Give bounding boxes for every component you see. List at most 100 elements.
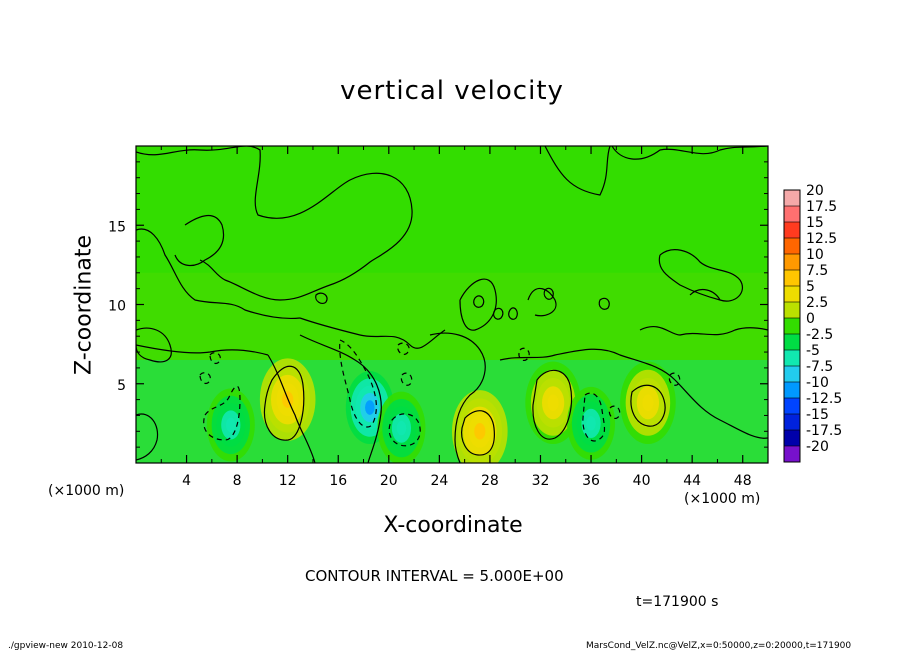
colorbar-label-3: 12.5 bbox=[806, 231, 837, 247]
colorbar-swatch-15 bbox=[784, 430, 800, 447]
heatmap-field bbox=[136, 146, 768, 463]
contour-solid-4 bbox=[174, 215, 225, 266]
contour-dashed-0 bbox=[203, 385, 241, 441]
contour-dashed-9 bbox=[668, 372, 681, 386]
contour-dashed-8 bbox=[518, 347, 530, 362]
colorbar-label-0: 20 bbox=[806, 183, 824, 199]
field-downdraft-7-ring-4 bbox=[586, 416, 596, 431]
colorbar-label-7: 2.5 bbox=[806, 295, 828, 311]
field-updraft-3-ring-4 bbox=[642, 394, 654, 412]
contour-solid-3 bbox=[136, 228, 301, 320]
footer-left: ./gpview-new 2010-12-08 bbox=[8, 641, 124, 651]
y-tick-label-2: 15 bbox=[108, 219, 126, 235]
field-mid-band bbox=[136, 272, 768, 360]
contour-solid-10 bbox=[658, 249, 743, 302]
x-tick-label-10: 44 bbox=[683, 473, 701, 489]
colorbar-label-11: -7.5 bbox=[806, 359, 833, 375]
contour-interval-label: CONTOUR INTERVAL = 5.000E+00 bbox=[305, 567, 564, 585]
x-tick-label-7: 32 bbox=[532, 473, 550, 489]
contour-solid-16 bbox=[136, 413, 159, 461]
field-updraft-2-ring-4 bbox=[547, 394, 559, 412]
contour-solid-23 bbox=[492, 307, 504, 320]
colorbar-swatch-5 bbox=[784, 270, 800, 287]
colorbar-label-9: -2.5 bbox=[806, 327, 833, 343]
contour-dashed-5 bbox=[199, 372, 211, 385]
contour-solid-9 bbox=[639, 325, 768, 336]
x-tick-label-5: 24 bbox=[430, 473, 448, 489]
colorbar-label-13: -12.5 bbox=[806, 391, 842, 407]
x-tick-label-9: 40 bbox=[633, 473, 651, 489]
contour-solid-11 bbox=[689, 288, 721, 301]
x-tick-label-4: 20 bbox=[380, 473, 398, 489]
contour-solid-21 bbox=[630, 384, 666, 427]
contour-solid-8 bbox=[527, 287, 557, 317]
colorbar-label-1: 17.5 bbox=[806, 199, 837, 215]
contour-solid-1 bbox=[544, 146, 611, 196]
x-tick-label-8: 36 bbox=[582, 473, 600, 489]
colorbar-swatch-4 bbox=[784, 254, 800, 271]
contour-dashed-10 bbox=[608, 405, 621, 420]
contour-solid-25 bbox=[543, 287, 554, 300]
colorbar: 2017.51512.5107.552.50-2.5-5-7.5-10-12.5… bbox=[783, 183, 842, 463]
colorbar-swatch-8 bbox=[784, 318, 800, 335]
colorbar-swatch-12 bbox=[784, 382, 800, 399]
y-axis-unit-label: (×1000 m) bbox=[48, 483, 125, 499]
field-downdraft-5-ring-4 bbox=[365, 400, 375, 415]
x-tick-label-3: 16 bbox=[329, 473, 347, 489]
colorbar-label-8: 0 bbox=[806, 311, 815, 327]
x-tick-label-0: 4 bbox=[182, 473, 191, 489]
time-label: t=171900 s bbox=[636, 594, 719, 610]
contour-solid-19 bbox=[461, 410, 495, 456]
x-axis-unit-label: (×1000 m) bbox=[684, 491, 761, 507]
y-tick-label-0: 5 bbox=[117, 378, 126, 394]
colorbar-swatch-13 bbox=[784, 398, 800, 415]
contour-solid-20 bbox=[532, 369, 573, 440]
x-tick-label-6: 28 bbox=[481, 473, 499, 489]
contour-solid-17 bbox=[267, 354, 316, 463]
contour-solid-14 bbox=[429, 332, 486, 463]
colorbar-swatch-3 bbox=[784, 238, 800, 255]
contour-dashed-2 bbox=[388, 413, 421, 447]
colorbar-swatch-0 bbox=[784, 190, 800, 207]
colorbar-label-4: 10 bbox=[806, 247, 824, 263]
x-tick-label-11: 48 bbox=[734, 473, 752, 489]
contour-solid-22 bbox=[315, 292, 328, 305]
colorbar-label-5: 7.5 bbox=[806, 263, 828, 279]
colorbar-label-10: -5 bbox=[806, 343, 820, 359]
colorbar-label-14: -15 bbox=[806, 407, 829, 423]
colorbar-swatch-14 bbox=[784, 414, 800, 431]
colorbar-swatch-9 bbox=[784, 334, 800, 351]
colorbar-swatch-7 bbox=[784, 302, 800, 319]
contour-solid-15 bbox=[499, 348, 768, 439]
colorbar-label-12: -10 bbox=[806, 375, 829, 391]
contour-solid-27 bbox=[473, 295, 485, 308]
colorbar-label-15: -17.5 bbox=[806, 423, 842, 439]
colorbar-label-6: 5 bbox=[806, 279, 815, 295]
contour-solid-13 bbox=[299, 334, 382, 463]
contour-solid-18 bbox=[263, 365, 305, 441]
colorbar-swatch-2 bbox=[784, 222, 800, 239]
field-updraft-1-ring-4 bbox=[474, 423, 486, 440]
contour-dashed-3 bbox=[582, 392, 606, 442]
chart-title: vertical velocity bbox=[340, 76, 564, 106]
x-tick-label-1: 8 bbox=[233, 473, 242, 489]
field-downdraft-6-ring-4 bbox=[396, 420, 407, 436]
x-tick-label-2: 12 bbox=[279, 473, 297, 489]
colorbar-swatch-10 bbox=[784, 350, 800, 367]
contour-solid-5 bbox=[299, 317, 446, 349]
x-axis-label: X-coordinate bbox=[383, 513, 523, 538]
contour-solid-6 bbox=[136, 327, 172, 363]
contour-solid-2 bbox=[611, 146, 768, 160]
colorbar-swatch-11 bbox=[784, 366, 800, 383]
colorbar-label-16: -20 bbox=[806, 439, 829, 455]
colorbar-swatch-6 bbox=[784, 286, 800, 303]
contour-dashed-1 bbox=[339, 339, 377, 428]
colorbar-label-2: 15 bbox=[806, 215, 824, 231]
y-tick-label-1: 10 bbox=[108, 299, 126, 315]
contour-solid-12 bbox=[136, 344, 269, 356]
contour-dashed-4 bbox=[209, 352, 221, 365]
field-downdraft-4-ring-4 bbox=[225, 417, 236, 433]
contour-solid-26 bbox=[598, 297, 610, 310]
contour-dashed-7 bbox=[400, 372, 413, 386]
